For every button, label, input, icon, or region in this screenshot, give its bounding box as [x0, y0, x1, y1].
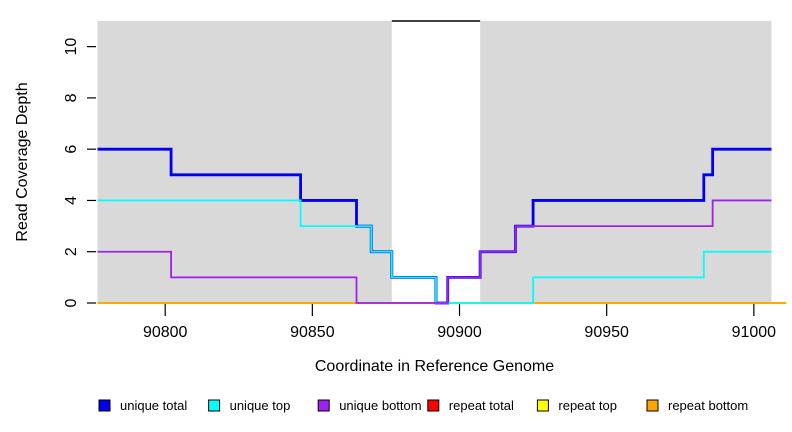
legend-label: unique top: [230, 398, 291, 413]
legend-label: unique total: [120, 398, 187, 413]
legend-swatch-repeat-bottom: [646, 399, 659, 412]
y-tick-label: 6: [63, 145, 80, 154]
x-tick-label: 91000: [732, 324, 777, 341]
x-axis-title: Coordinate in Reference Genome: [315, 358, 554, 375]
repeat-region-band: [391, 21, 481, 303]
x-tick-label: 90800: [143, 324, 188, 341]
legend-item: unique total: [98, 398, 187, 413]
legend-swatch-unique-top: [208, 399, 221, 412]
series-unique-bottom: [97, 199, 772, 304]
y-tick-label: 2: [63, 247, 80, 256]
y-tick-label: 10: [63, 38, 80, 56]
y-tick-label: 4: [63, 196, 80, 205]
legend-label: unique bottom: [339, 398, 421, 413]
legend-swatch-unique-bottom: [317, 399, 330, 412]
legend-item: repeat top: [536, 398, 617, 413]
x-tick-label: 90900: [437, 324, 482, 341]
x-tick-label: 90850: [290, 324, 335, 341]
legend-item: repeat bottom: [646, 398, 748, 413]
legend-item: unique top: [208, 398, 291, 413]
legend-label: repeat top: [558, 398, 617, 413]
y-axis-title: Read Coverage Depth: [14, 82, 31, 241]
legend-swatch-repeat-total: [427, 399, 440, 412]
legend-item: repeat total: [427, 398, 514, 413]
legend-label: repeat total: [449, 398, 514, 413]
x-tick-label: 90950: [584, 324, 629, 341]
series-unique-top: [97, 199, 772, 304]
legend-swatch-unique-total: [98, 399, 111, 412]
y-tick-label: 8: [63, 93, 80, 102]
legend-swatch-repeat-top: [536, 399, 549, 412]
y-tick-label: 0: [63, 298, 80, 307]
legend-item: unique bottom: [317, 398, 422, 413]
legend-label: repeat bottom: [668, 398, 748, 413]
